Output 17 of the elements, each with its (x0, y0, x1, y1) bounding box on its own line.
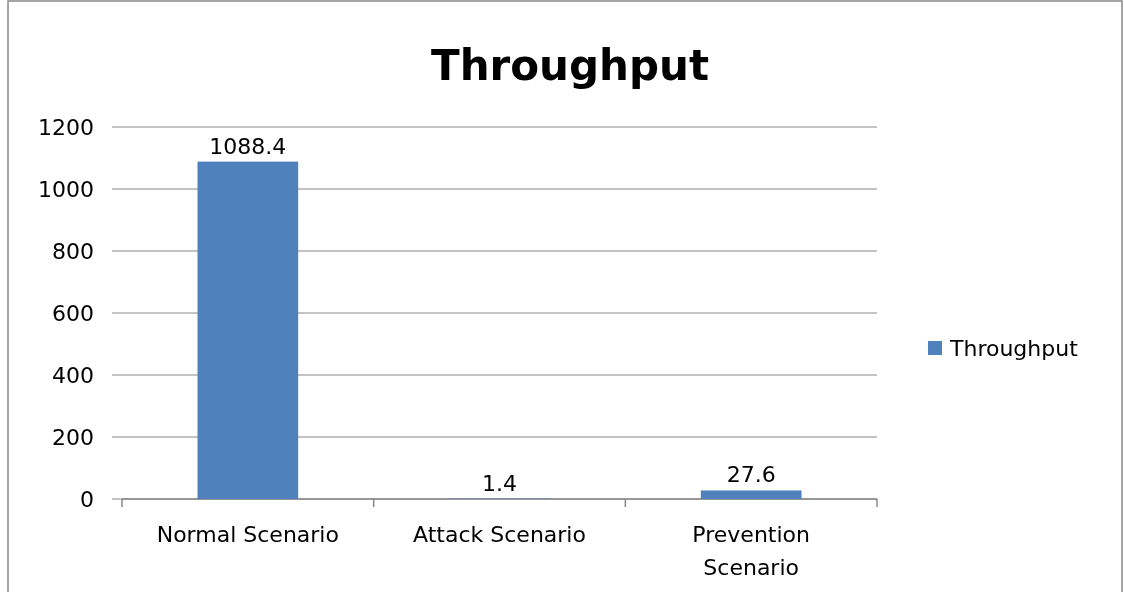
data-label: 1.4 (482, 470, 517, 496)
bar (197, 161, 299, 499)
chart-title: Throughput (430, 41, 710, 90)
x-tick-label: Normal Scenario (156, 522, 339, 547)
y-tick-label: 800 (52, 239, 94, 264)
y-tick-label: 200 (52, 425, 94, 450)
y-tick-label: 600 (52, 301, 94, 326)
data-label: 27.6 (726, 462, 776, 488)
legend-label: Throughput (949, 336, 1079, 361)
y-tick-label: 400 (52, 363, 94, 388)
x-tick-label: Attack Scenario (413, 522, 586, 547)
y-tick-label: 1200 (38, 115, 94, 140)
y-tick-label: 0 (80, 487, 94, 512)
bar (700, 490, 802, 499)
x-tick-label: Prevention Scenario (692, 522, 810, 580)
data-label: 1088.4 (209, 133, 287, 159)
y-tick-label: 1000 (38, 177, 94, 202)
